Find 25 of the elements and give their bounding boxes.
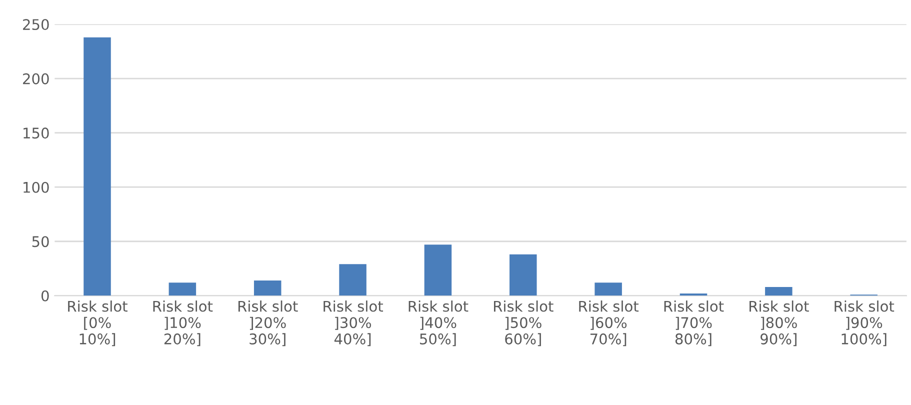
bar bbox=[84, 37, 111, 296]
bar bbox=[594, 282, 622, 296]
bar bbox=[424, 244, 452, 296]
y-tick-label: 200 bbox=[23, 73, 49, 84]
y-tick-label: 0 bbox=[41, 290, 49, 302]
x-tick-label: Risk slot ]20% 30%] bbox=[238, 300, 298, 346]
x-tick-label: Risk slot ]60% 70%] bbox=[579, 300, 639, 346]
bar bbox=[680, 293, 708, 296]
y-tick-label: 250 bbox=[23, 19, 49, 30]
x-tick-label: Risk slot ]40% 50%] bbox=[408, 300, 468, 346]
x-tick-label: Risk slot ]70% 80%] bbox=[664, 300, 724, 346]
x-tick-label: Risk slot ]90% 100%] bbox=[834, 300, 894, 346]
bar bbox=[339, 264, 366, 296]
x-tick-label: Risk slot ]80% 90%] bbox=[750, 300, 809, 346]
y-tick-label: 50 bbox=[32, 236, 49, 248]
y-tick-label: 150 bbox=[24, 128, 49, 139]
y-tick-label: 100 bbox=[24, 182, 49, 193]
bar bbox=[254, 280, 282, 296]
bar bbox=[510, 254, 537, 296]
x-tick-label: Risk slot ]10% 20%] bbox=[153, 300, 213, 346]
x-tick-label: Risk slot [0% 10%] bbox=[68, 300, 128, 346]
x-tick-label: Risk slot ]50% 60%] bbox=[494, 300, 554, 346]
bar bbox=[168, 282, 196, 296]
bar bbox=[765, 286, 792, 296]
x-tick-label: Risk slot ]30% 40%] bbox=[324, 300, 384, 346]
